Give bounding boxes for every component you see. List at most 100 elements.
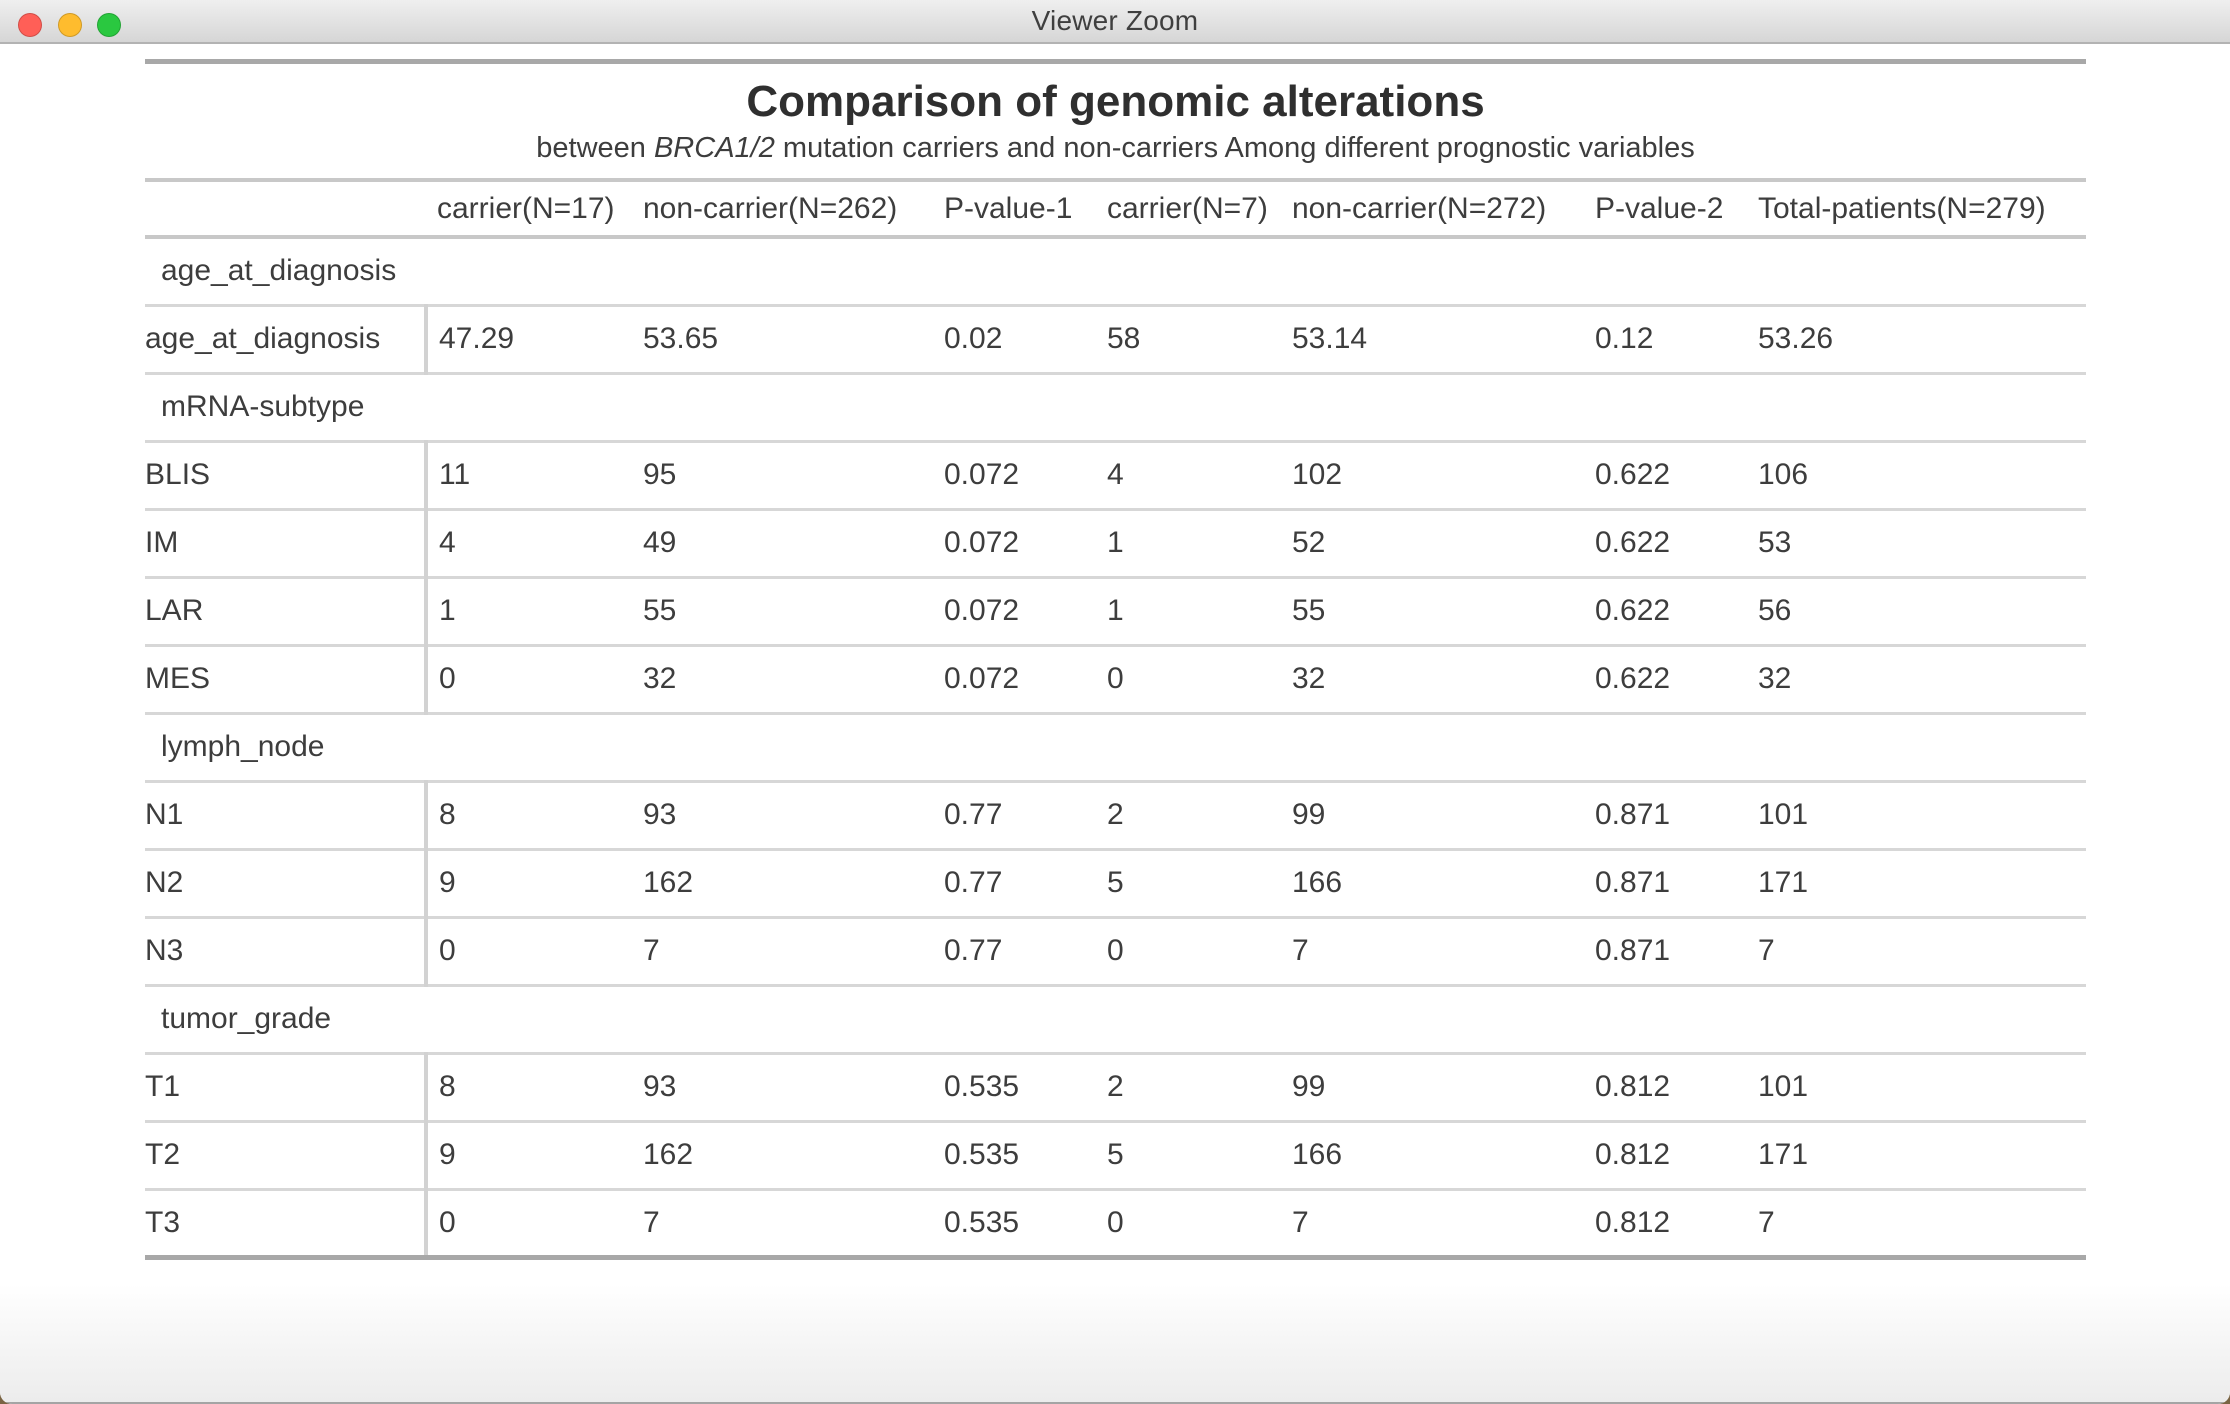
table-cell: 0.77 xyxy=(944,934,1003,967)
table-cell: 0.12 xyxy=(1595,322,1654,355)
table-title: Comparison of genomic alterations xyxy=(746,77,1485,126)
table-cell: 0.871 xyxy=(1595,866,1671,899)
table-row: N1 8 93 0.77 2 99 0.871 101 xyxy=(145,781,2086,849)
table-cell: 53 xyxy=(1758,526,1792,559)
minimize-button[interactable] xyxy=(58,13,82,37)
table-cell: 0.812 xyxy=(1595,1138,1671,1171)
group-header-label: mRNA-subtype xyxy=(161,390,365,423)
table-row: LAR 1 55 0.072 1 55 0.622 56 xyxy=(145,577,2086,645)
table-cell: 166 xyxy=(1292,866,1343,899)
table-cell: 1 xyxy=(1107,594,1124,627)
results-table: carrier(N=17) non-carrier(N=262) P-value… xyxy=(145,178,2086,1260)
table-cell: 171 xyxy=(1758,1138,1809,1171)
table-cell: 0.072 xyxy=(944,458,1020,491)
table-cell: 162 xyxy=(643,1138,694,1171)
row-label: age_at_diagnosis xyxy=(145,305,428,373)
column-header-total-patients: Total-patients(N=279) xyxy=(1758,180,2086,239)
table-cell: 93 xyxy=(643,798,677,831)
table-cell: 0 xyxy=(439,662,456,695)
table-cell: 32 xyxy=(1292,662,1326,695)
subtitle-prefix: between xyxy=(536,132,654,164)
table-cell: 0.072 xyxy=(944,594,1020,627)
table-cell: 9 xyxy=(439,1138,456,1171)
table-cell: 8 xyxy=(439,798,456,831)
row-label: T1 xyxy=(145,1053,428,1121)
table-cell: 53.14 xyxy=(1292,322,1368,355)
column-header-pvalue-2: P-value-2 xyxy=(1595,180,1758,239)
table-cell: 0.622 xyxy=(1595,526,1671,559)
table-cell: 32 xyxy=(1758,662,1792,695)
table-cell: 47.29 xyxy=(439,322,515,355)
table-cell: 0.812 xyxy=(1595,1205,1671,1239)
table-row: age_at_diagnosis 47.29 53.65 0.02 58 53.14 0.1… xyxy=(145,305,2086,373)
zoom-button[interactable] xyxy=(97,13,121,37)
close-button[interactable] xyxy=(18,13,42,37)
table-cell: 7 xyxy=(1758,1205,1775,1239)
table-cell: 55 xyxy=(643,594,677,627)
table-cell: 7 xyxy=(1292,1205,1309,1239)
table-row: N2 9 162 0.77 5 166 0.871 171 xyxy=(145,849,2086,917)
table-cell: 171 xyxy=(1758,866,1809,899)
table-cell: 0 xyxy=(1107,1205,1124,1239)
table-cell: 0.77 xyxy=(944,798,1003,831)
table-cell: 2 xyxy=(1107,798,1124,831)
column-header-row: carrier(N=17) non-carrier(N=262) P-value… xyxy=(145,180,2086,239)
table-row: MES 0 32 0.072 0 32 0.622 32 xyxy=(145,645,2086,713)
table-cell: 58 xyxy=(1107,322,1141,355)
table-cell: 53.26 xyxy=(1758,322,1834,355)
table-cell: 93 xyxy=(643,1070,677,1103)
window-bottom-edge xyxy=(0,1284,2230,1404)
table-cell: 0.77 xyxy=(944,866,1003,899)
column-header-noncarrier-1: non-carrier(N=262) xyxy=(643,180,944,239)
table-cell: 0.622 xyxy=(1595,458,1671,491)
table-cell: 101 xyxy=(1758,798,1809,831)
table-cell: 52 xyxy=(1292,526,1326,559)
table-cell: 0.812 xyxy=(1595,1070,1671,1103)
table-cell: 166 xyxy=(1292,1138,1343,1171)
group-header-row: age_at_diagnosis xyxy=(145,237,2086,305)
table-row: T3 0 7 0.535 0 7 0.812 7 xyxy=(145,1189,2086,1257)
table-cell: 7 xyxy=(643,934,660,967)
table-row: IM 4 49 0.072 1 52 0.622 53 xyxy=(145,509,2086,577)
group-header-label: tumor_grade xyxy=(161,1002,332,1035)
table-cell: 53.65 xyxy=(643,322,719,355)
table-cell: 9 xyxy=(439,866,456,899)
column-header-noncarrier-2: non-carrier(N=272) xyxy=(1292,180,1595,239)
row-label: N2 xyxy=(145,849,428,917)
table-cell: 0.871 xyxy=(1595,798,1671,831)
table-cell: 0.535 xyxy=(944,1070,1020,1103)
table-cell: 4 xyxy=(1107,458,1124,491)
table-cell: 0 xyxy=(1107,662,1124,695)
subtitle-gene-italic: BRCA1/2 xyxy=(653,132,775,164)
table-cell: 0.535 xyxy=(944,1205,1020,1239)
table-cell: 0.072 xyxy=(944,526,1020,559)
group-header-label: age_at_diagnosis xyxy=(161,254,397,288)
table-caption: Comparison of genomic alterations betwee… xyxy=(145,64,2086,178)
table-cell: 32 xyxy=(643,662,677,695)
table-cell: 0.535 xyxy=(944,1138,1020,1171)
table-cell: 99 xyxy=(1292,798,1326,831)
table-cell: 162 xyxy=(643,866,694,899)
group-header-row: mRNA-subtype xyxy=(145,373,2086,441)
table-cell: 55 xyxy=(1292,594,1326,627)
table-cell: 11 xyxy=(439,458,471,491)
table-cell: 0 xyxy=(439,934,456,967)
table-row: T2 9 162 0.535 5 166 0.812 171 xyxy=(145,1121,2086,1189)
table-cell: 7 xyxy=(1292,934,1309,967)
table-cell: 0.622 xyxy=(1595,594,1671,627)
column-header-pvalue-1: P-value-1 xyxy=(944,180,1107,239)
row-label: IM xyxy=(145,509,428,577)
row-label: N1 xyxy=(145,781,428,849)
table-cell: 56 xyxy=(1758,594,1792,627)
table-cell: 1 xyxy=(439,594,456,627)
table-cell: 0 xyxy=(1107,934,1124,967)
subtitle-suffix: mutation carriers and non-carriers Among… xyxy=(774,132,1695,164)
table-cell: 0 xyxy=(439,1205,456,1239)
column-header-stub xyxy=(145,180,426,239)
table-row: T1 8 93 0.535 2 99 0.812 101 xyxy=(145,1053,2086,1121)
table-subtitle: between BRCA1/2 mutation carriers and no… xyxy=(145,127,2086,178)
table-cell: 8 xyxy=(439,1070,456,1103)
table-cell: 5 xyxy=(1107,1138,1124,1171)
table-cell: 4 xyxy=(439,526,456,559)
